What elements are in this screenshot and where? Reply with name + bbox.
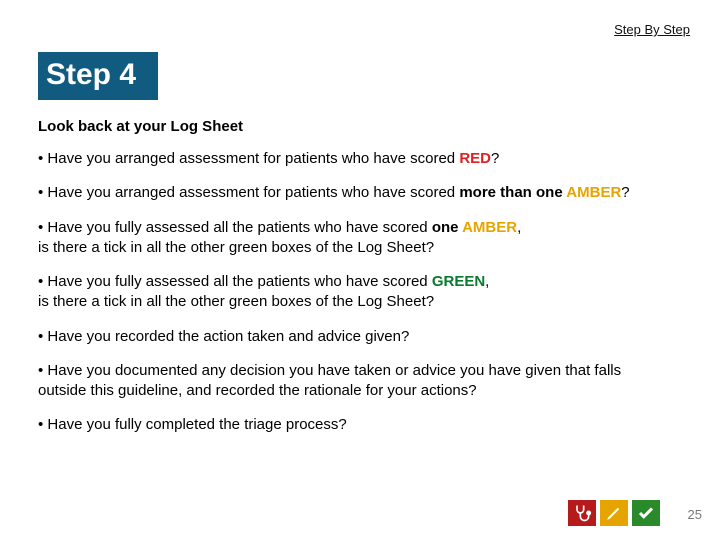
- pencil-icon: [600, 500, 628, 526]
- text: is there a tick in all the other green b…: [38, 293, 434, 310]
- bullet-3: • Have you fully assessed all the patien…: [38, 218, 682, 259]
- status-icons: [568, 500, 660, 526]
- text: • Have you arranged assessment for patie…: [38, 184, 459, 201]
- step-by-step-link[interactable]: Step By Step: [614, 22, 690, 37]
- page-number: 25: [688, 507, 702, 522]
- text: ,: [485, 273, 489, 290]
- text: ?: [491, 150, 499, 167]
- bullet-2: • Have you arranged assessment for patie…: [38, 183, 682, 203]
- text: • Have you arranged assessment for patie…: [38, 150, 459, 167]
- text: ,: [517, 219, 521, 236]
- bullet-7: • Have you fully completed the triage pr…: [38, 415, 682, 435]
- red-text: RED: [459, 150, 491, 167]
- text: is there a tick in all the other green b…: [38, 239, 434, 256]
- text: • Have you fully assessed all the patien…: [38, 219, 432, 236]
- bullet-1: • Have you arranged assessment for patie…: [38, 149, 682, 169]
- text: • Have you fully assessed all the patien…: [38, 273, 432, 290]
- check-icon: [632, 500, 660, 526]
- bullet-4: • Have you fully assessed all the patien…: [38, 272, 682, 313]
- slide: Step By Step Step 4 Look back at your Lo…: [0, 0, 720, 540]
- stethoscope-icon: [568, 500, 596, 526]
- step-title: Step 4: [38, 52, 158, 100]
- green-text: GREEN: [432, 273, 485, 290]
- bold-text: more than one: [459, 184, 566, 201]
- bold-text: one: [432, 219, 462, 236]
- text: ?: [621, 184, 629, 201]
- amber-text: AMBER: [566, 184, 621, 201]
- subhead: Look back at your Log Sheet: [38, 118, 682, 135]
- bullet-5: • Have you recorded the action taken and…: [38, 327, 682, 347]
- amber-text: AMBER: [462, 219, 517, 236]
- bullet-6: • Have you documented any decision you h…: [38, 361, 638, 402]
